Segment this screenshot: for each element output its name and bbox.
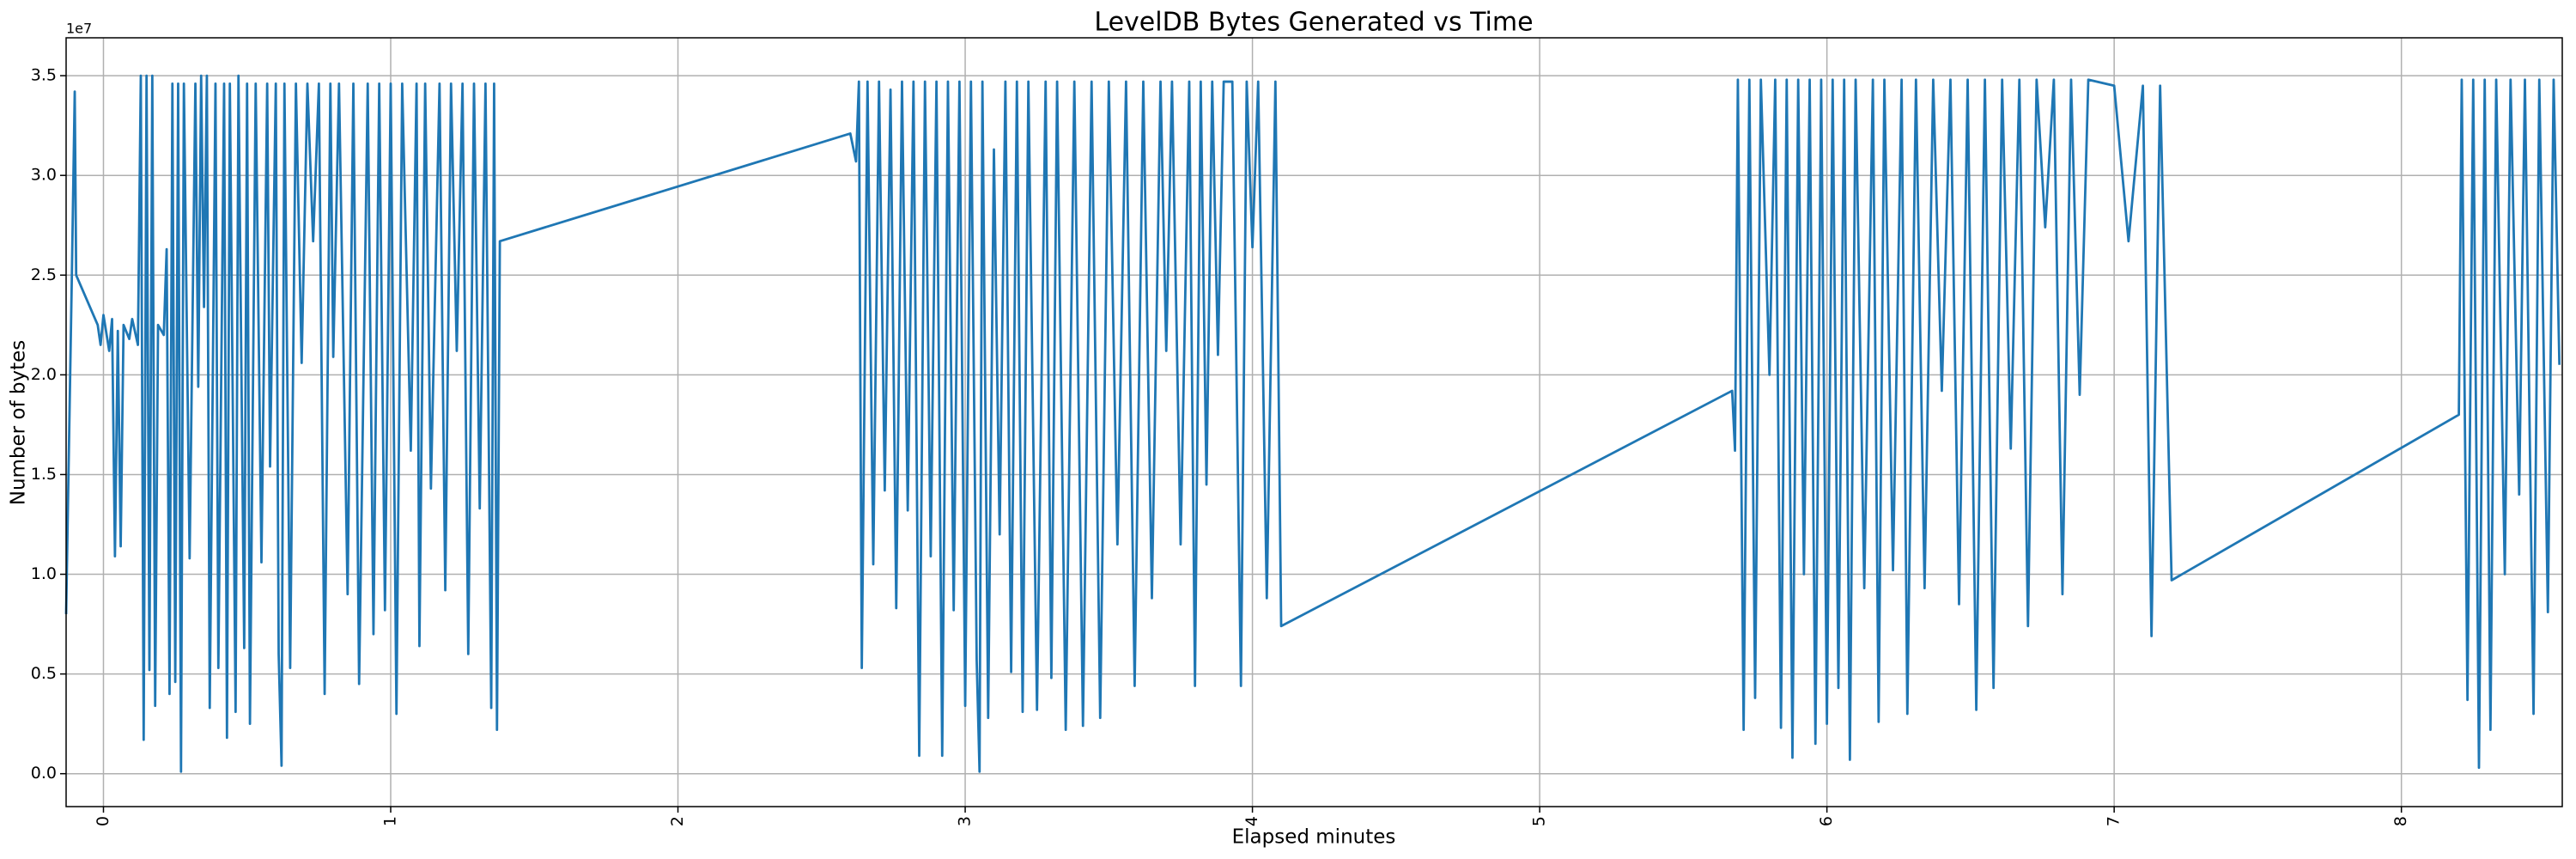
x-tick-label: 6 [1817,816,1836,826]
y-tick-label: 2.5 [31,265,57,284]
x-tick-label: 4 [1242,816,1261,826]
y-tick-label: 3.5 [31,66,57,85]
x-tick-label: 1 [381,816,400,826]
y-tick-label: 1.5 [31,465,57,484]
y-axis-label: Number of bytes [8,340,30,506]
y-tick-label: 3.0 [31,166,57,185]
x-tick-label: 0 [94,816,112,826]
x-tick-label: 2 [668,816,687,826]
y-tick-label: 1.0 [31,564,57,583]
y-tick-label: 2.0 [31,365,57,384]
chart-title: LevelDB Bytes Generated vs Time [1094,8,1533,38]
x-tick-label: 7 [2105,816,2123,826]
plot-frame [65,37,2563,807]
y-tick-label: 0.5 [31,664,57,683]
y-tick-label: 0.0 [31,764,57,783]
x-tick-label: 8 [2391,816,2410,826]
y-offset-label: 1e7 [66,21,92,37]
x-tick-label: 5 [1530,816,1549,826]
x-tick-label: 3 [956,816,975,826]
data-line [64,74,2561,773]
x-axis-label: Elapsed minutes [1232,826,1396,849]
